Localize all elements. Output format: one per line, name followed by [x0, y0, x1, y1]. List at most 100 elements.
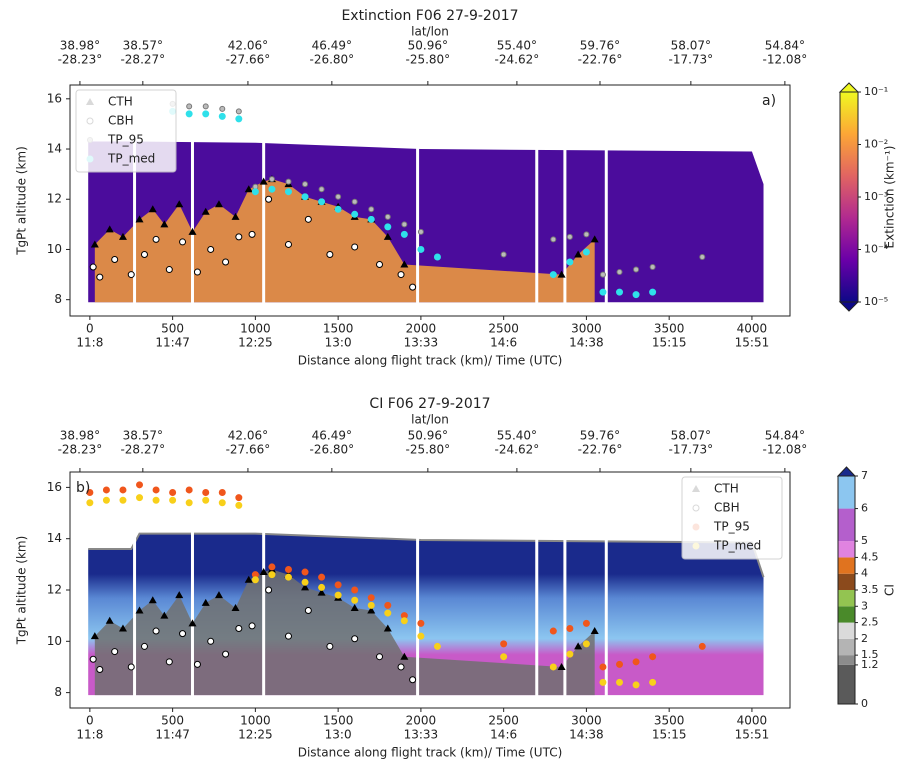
- marker: [244, 575, 253, 583]
- marker: [169, 489, 177, 497]
- marker: [136, 494, 144, 502]
- marker: [318, 573, 326, 581]
- colorbar-bin: [838, 541, 855, 558]
- marker: [698, 642, 706, 650]
- colorbar-tick-label: 6: [861, 502, 868, 515]
- marker: [169, 496, 177, 504]
- y-tick-label: 16: [47, 91, 62, 105]
- marker: [632, 658, 640, 666]
- marker: [549, 271, 557, 279]
- legend-label: CBH: [108, 114, 134, 128]
- x-tick-time: 13:33: [404, 336, 439, 350]
- cloud-area: [94, 569, 595, 696]
- marker: [218, 499, 226, 507]
- x2-tick-label: 38.57°: [123, 429, 163, 443]
- marker: [599, 678, 607, 686]
- marker: [268, 185, 276, 193]
- y-tick-label: 10: [47, 634, 62, 648]
- marker: [616, 660, 624, 668]
- marker: [633, 266, 640, 273]
- marker: [400, 652, 409, 660]
- colorbar-tick-label: 2.5: [861, 616, 879, 629]
- marker: [284, 632, 292, 640]
- marker: [235, 115, 243, 123]
- marker: [335, 193, 342, 200]
- colorbar-tick-label: 2: [861, 632, 868, 645]
- x2-tick-lower: -17.73°: [669, 53, 714, 67]
- marker: [193, 660, 201, 668]
- marker: [550, 236, 557, 243]
- marker: [185, 486, 193, 494]
- colorbar-tick-label: 3: [861, 599, 868, 612]
- marker: [185, 110, 193, 118]
- marker: [367, 606, 376, 614]
- marker: [301, 568, 309, 576]
- marker: [165, 266, 173, 274]
- marker: [202, 103, 209, 110]
- x2-tick-label: 46.49°: [312, 429, 352, 443]
- marker: [235, 624, 243, 632]
- x2-tick-lower: -25.80°: [406, 53, 451, 67]
- marker: [599, 271, 606, 278]
- marker: [318, 186, 325, 193]
- x-tick-label: 0: [86, 322, 94, 336]
- x2-tick-label: 38.57°: [123, 39, 163, 53]
- colorbar-tick-label: 0: [861, 697, 868, 710]
- colorbar-extend: [836, 466, 857, 477]
- legend-label: CTH: [714, 482, 739, 496]
- x-tick-label: 2000: [406, 322, 437, 336]
- marker: [135, 606, 144, 614]
- colorbar-bin: [838, 655, 855, 665]
- marker: [582, 248, 590, 256]
- marker: [302, 181, 309, 188]
- colorbar-tick-label: 10⁻⁵: [864, 295, 888, 308]
- marker: [265, 586, 273, 594]
- marker: [409, 676, 417, 684]
- marker: [175, 200, 184, 208]
- marker: [102, 486, 110, 494]
- marker: [89, 655, 97, 663]
- marker: [284, 188, 292, 196]
- marker: [351, 198, 358, 205]
- marker: [417, 245, 425, 253]
- marker: [222, 258, 230, 266]
- y-tick-label: 10: [47, 242, 62, 256]
- x2-tick-label: 50.96°: [408, 429, 448, 443]
- marker: [244, 185, 253, 193]
- marker: [111, 256, 119, 264]
- x-tick-label: 2000: [406, 714, 437, 728]
- colorbar-tick-label: 4: [861, 567, 868, 580]
- x-tick-label: 3000: [571, 714, 602, 728]
- marker: [127, 271, 135, 279]
- y-label: TgPt altitude (km): [15, 146, 29, 256]
- marker: [632, 291, 640, 299]
- marker: [317, 588, 326, 596]
- x-tick-label: 1000: [240, 322, 271, 336]
- colorbar-label: Extinction (km⁻¹): [883, 146, 897, 249]
- marker: [268, 176, 275, 183]
- marker: [301, 193, 309, 201]
- marker: [699, 253, 706, 260]
- marker: [582, 640, 590, 648]
- marker: [118, 232, 127, 240]
- marker: [188, 619, 197, 627]
- marker: [351, 596, 359, 604]
- x2-tick-lower: -22.76°: [578, 53, 623, 67]
- colorbar-label: CI: [883, 584, 897, 596]
- legend-label: CTH: [108, 95, 133, 109]
- marker: [140, 250, 148, 258]
- marker: [284, 565, 292, 573]
- marker: [318, 198, 326, 206]
- x2-tick-lower: -26.80°: [310, 443, 355, 457]
- marker: [259, 568, 268, 576]
- marker: [119, 486, 127, 494]
- x2-tick-label: 38.98°: [60, 39, 100, 53]
- marker: [285, 178, 292, 185]
- marker: [251, 188, 259, 196]
- marker: [401, 221, 408, 228]
- marker: [367, 215, 375, 223]
- x-tick-time: 15:51: [735, 728, 770, 742]
- marker: [367, 601, 375, 609]
- colorbar-bin: [838, 557, 855, 574]
- x-tick-label: 1000: [240, 714, 271, 728]
